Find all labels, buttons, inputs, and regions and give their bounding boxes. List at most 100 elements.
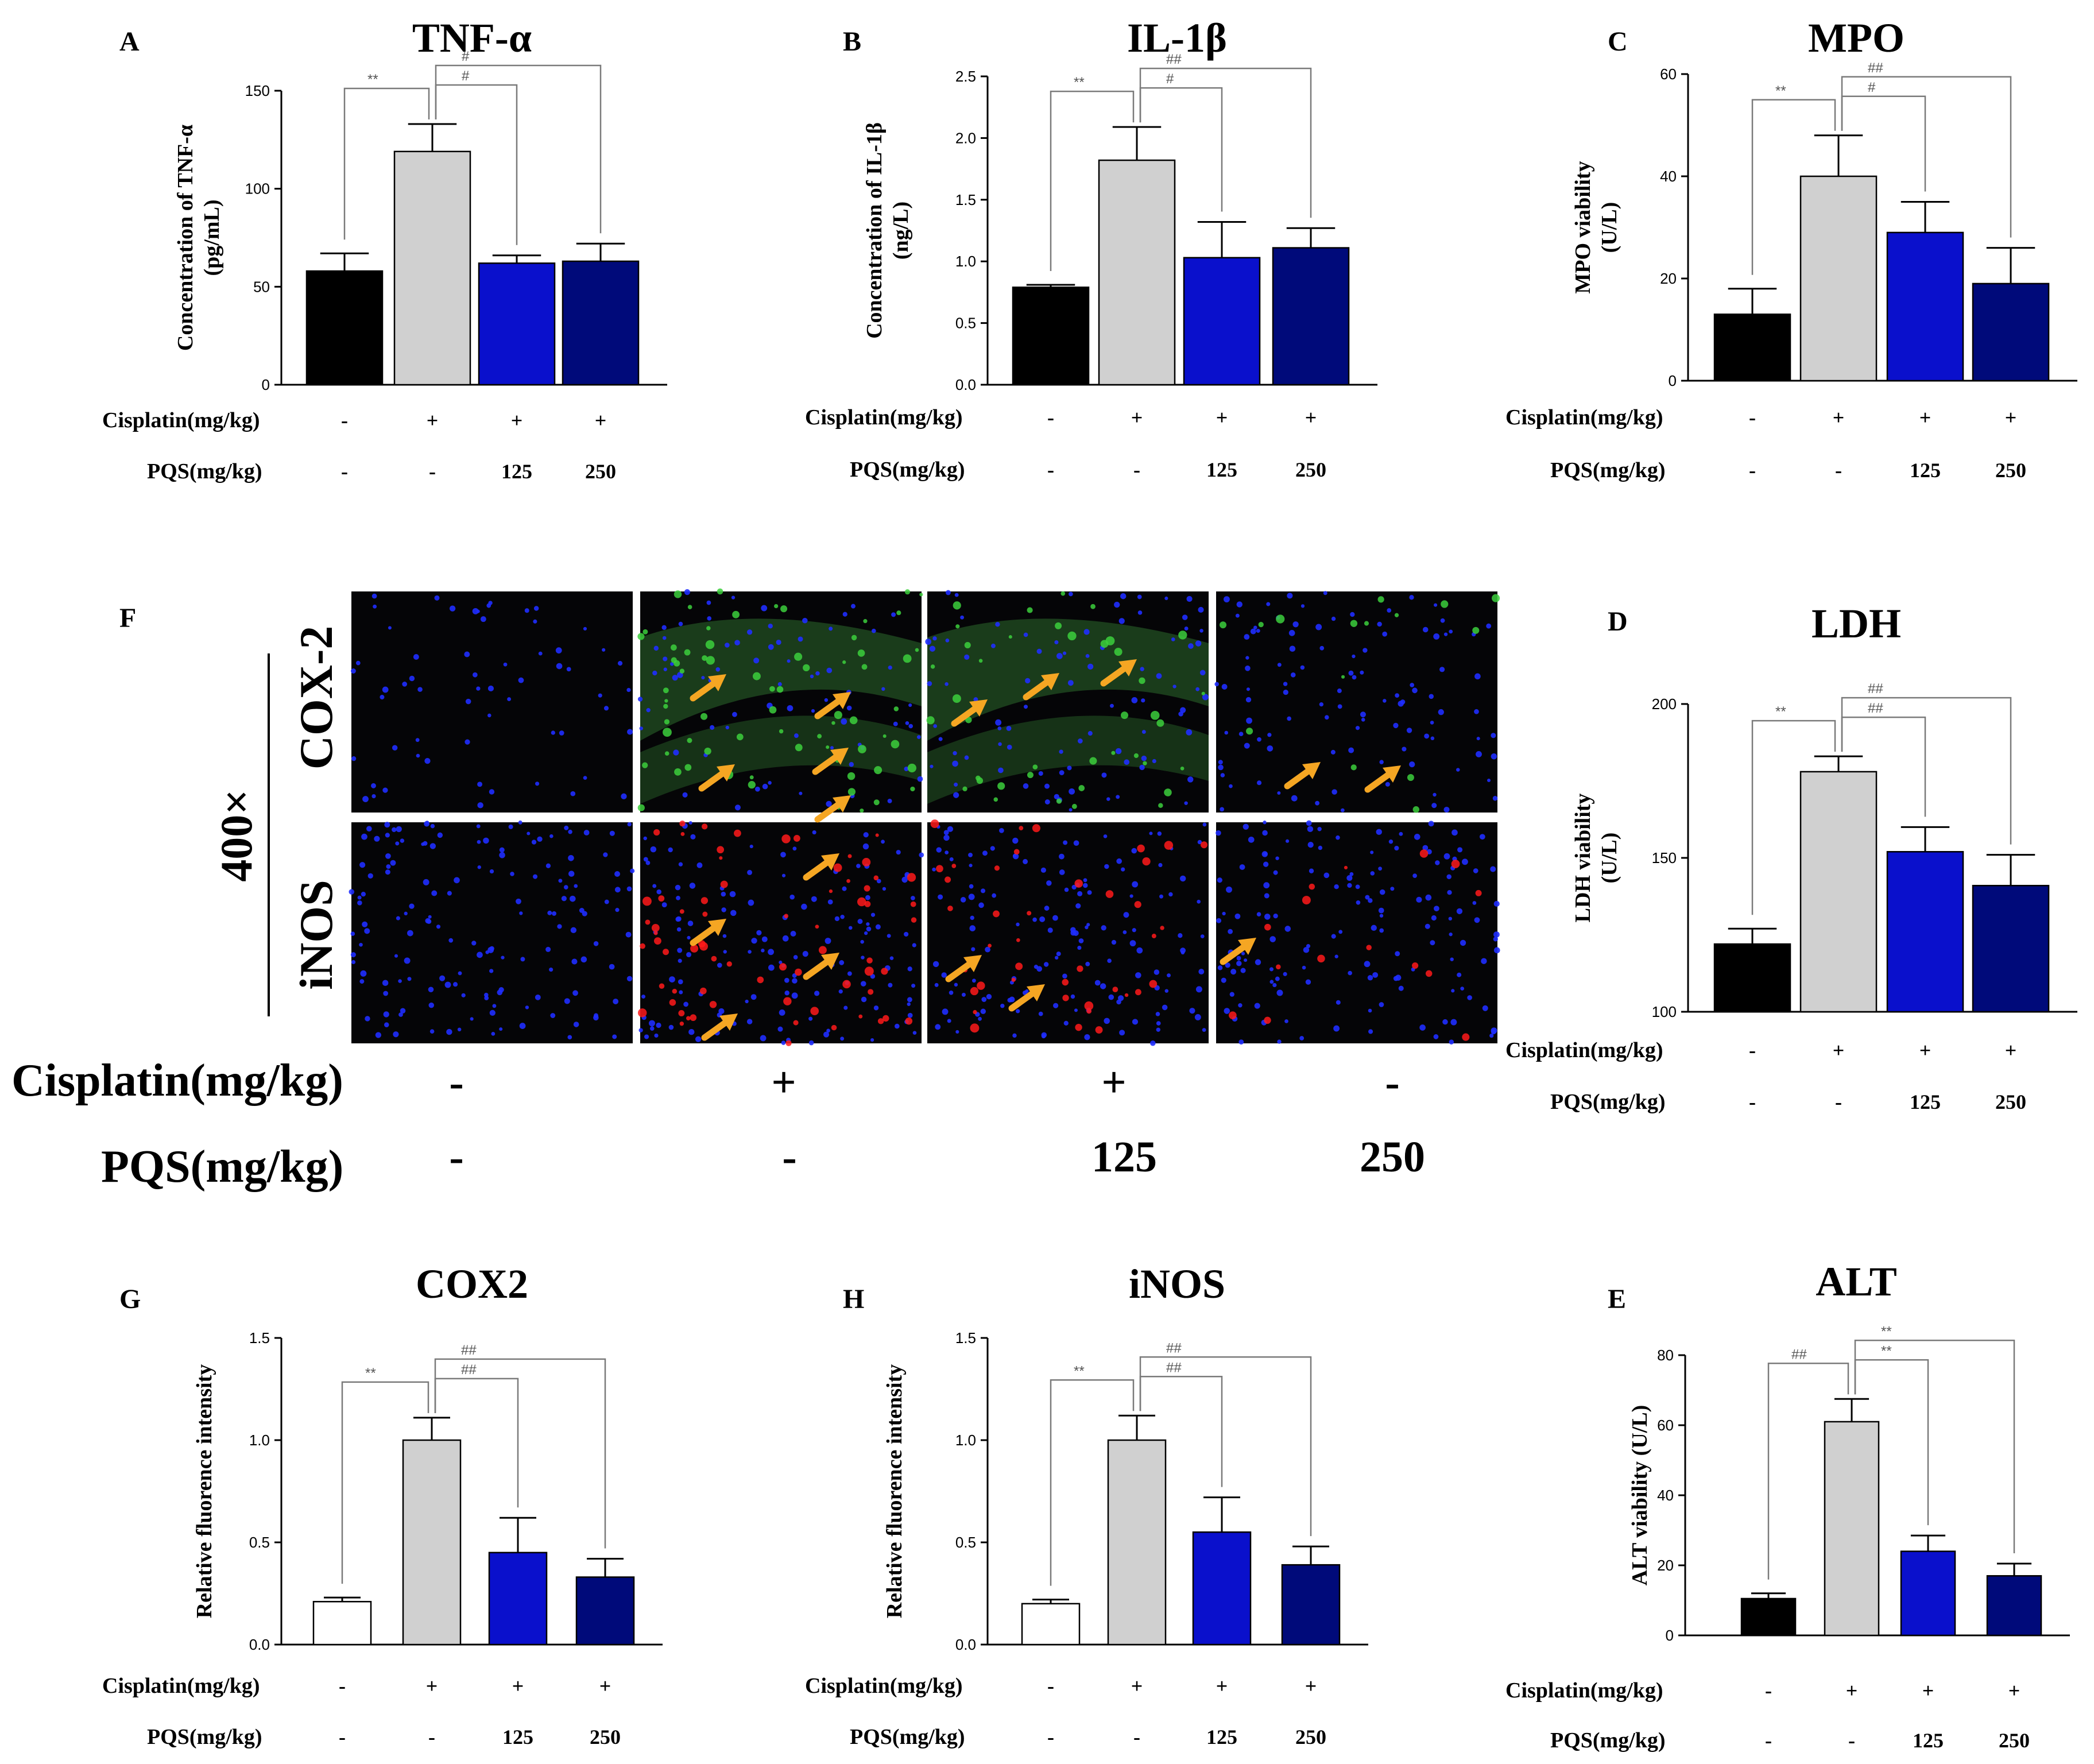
nucleus-dot — [662, 636, 667, 640]
nucleus-dot — [602, 648, 606, 652]
nucleus-dot — [518, 820, 522, 825]
nucleus-dot — [485, 950, 489, 954]
nucleus-dot — [1197, 899, 1201, 904]
nucleus-dot — [525, 1005, 529, 1009]
panel-letter-b: B — [843, 26, 861, 57]
nucleus-dot — [400, 1008, 406, 1014]
nucleus-dot — [1085, 653, 1090, 658]
marker-signal — [734, 829, 741, 837]
nucleus-dot — [1425, 923, 1430, 929]
pqs-row-label: PQS(mg/kg) — [1550, 1728, 1666, 1753]
marker-signal — [1134, 901, 1141, 908]
nucleus-dot — [1223, 596, 1230, 603]
nucleus-dot — [1246, 687, 1250, 691]
nucleus-dot — [1220, 807, 1224, 812]
nucleus-dot — [574, 884, 578, 888]
nucleus-dot — [615, 908, 620, 912]
nucleus-dot — [359, 979, 365, 984]
nucleus-dot — [811, 896, 817, 902]
nucleus-dot — [761, 949, 765, 953]
nucleus-dot — [721, 891, 726, 897]
nucleus-dot — [1474, 709, 1479, 714]
y-tick-label: 0.0 — [249, 1636, 270, 1653]
nucleus-dot — [1267, 733, 1272, 737]
nucleus-dot — [982, 850, 988, 856]
nucleus-dot — [351, 960, 356, 965]
nucleus-dot — [678, 958, 682, 963]
nucleus-dot — [396, 826, 402, 833]
nucleus-dot — [1456, 768, 1460, 772]
nucleus-dot — [842, 612, 847, 617]
nucleus-dot — [1221, 977, 1226, 983]
pqs-dose: - — [1047, 1726, 1054, 1748]
nucleus-dot — [1216, 918, 1222, 923]
nucleus-dot — [904, 931, 909, 937]
nucleus-dot — [1040, 867, 1046, 873]
nucleus-dot — [1348, 970, 1352, 976]
nucleus-dot — [798, 636, 803, 642]
nucleus-dot — [1135, 972, 1141, 978]
nucleus-dot — [371, 593, 377, 599]
nucleus-dot — [949, 990, 954, 995]
marker-signal — [736, 733, 744, 741]
nucleus-dot — [860, 939, 864, 944]
nucleus-dot — [1474, 917, 1480, 923]
nucleus-dot — [1414, 834, 1420, 840]
pqs-dose: 250 — [590, 1726, 621, 1748]
nucleus-dot — [981, 997, 987, 1002]
marker-signal — [1060, 591, 1066, 596]
nucleus-dot — [383, 1011, 389, 1018]
nucleus-dot — [1449, 629, 1453, 634]
nucleus-dot — [489, 946, 494, 951]
nucleus-dot — [1106, 797, 1110, 801]
marker-signal — [1133, 753, 1139, 759]
chart-panel-d: D LDH LDH viability (U/L) 100 150 200 ** ## ## Cis… — [1505, 601, 2077, 1114]
significance-bracket — [1841, 697, 2012, 845]
nucleus-dot — [801, 903, 807, 910]
nucleus-dot — [669, 662, 674, 666]
significance-label: ## — [1791, 1347, 1807, 1362]
nucleus-dot — [840, 915, 845, 919]
marker-signal — [711, 956, 717, 962]
bar-b-0 — [1012, 287, 1090, 386]
nucleus-dot — [1069, 788, 1075, 795]
nucleus-dot — [477, 865, 481, 869]
annotation-arrow-head — [821, 853, 839, 871]
marker-signal — [720, 880, 728, 888]
nucleus-dot — [932, 867, 936, 872]
nucleus-dot — [1467, 995, 1472, 1000]
nucleus-dot — [688, 821, 692, 825]
pqs-dose: - — [1835, 459, 1842, 482]
panel-letter-g: G — [119, 1284, 141, 1314]
nucleus-dot — [871, 628, 876, 633]
marker-signal — [674, 768, 682, 776]
nucleus-dot — [850, 604, 856, 609]
y-tick-label: 0.5 — [955, 1534, 976, 1551]
nucleus-dot — [1433, 633, 1440, 640]
significance-bracket — [435, 64, 602, 234]
nucleus-dot — [1171, 637, 1175, 641]
marker-signal — [769, 706, 777, 714]
nucleus-dot — [400, 838, 405, 843]
nucleus-dot — [1047, 927, 1053, 933]
nucleus-dot — [751, 938, 757, 944]
nucleus-dot — [1356, 900, 1361, 905]
nucleus-dot — [1398, 701, 1404, 707]
nucleus-dot — [1137, 610, 1143, 615]
bar-b-1 — [1098, 159, 1176, 386]
nucleus-dot — [1038, 771, 1043, 776]
marker-signal — [726, 961, 732, 967]
nucleus-dot — [1077, 945, 1082, 950]
marker-signal — [1364, 621, 1369, 626]
nucleus-dot — [428, 987, 434, 993]
nucleus-dot — [1198, 969, 1205, 975]
nucleus-dot — [477, 782, 483, 787]
marker-signal — [907, 873, 916, 882]
nucleus-dot — [564, 998, 570, 1004]
nucleus-dot — [672, 675, 678, 681]
nucleus-dot — [1104, 864, 1109, 869]
marker-signal — [690, 944, 699, 953]
nucleus-dot — [398, 979, 402, 983]
nucleus-dot — [954, 782, 958, 787]
nucleus-dot — [1486, 623, 1492, 629]
